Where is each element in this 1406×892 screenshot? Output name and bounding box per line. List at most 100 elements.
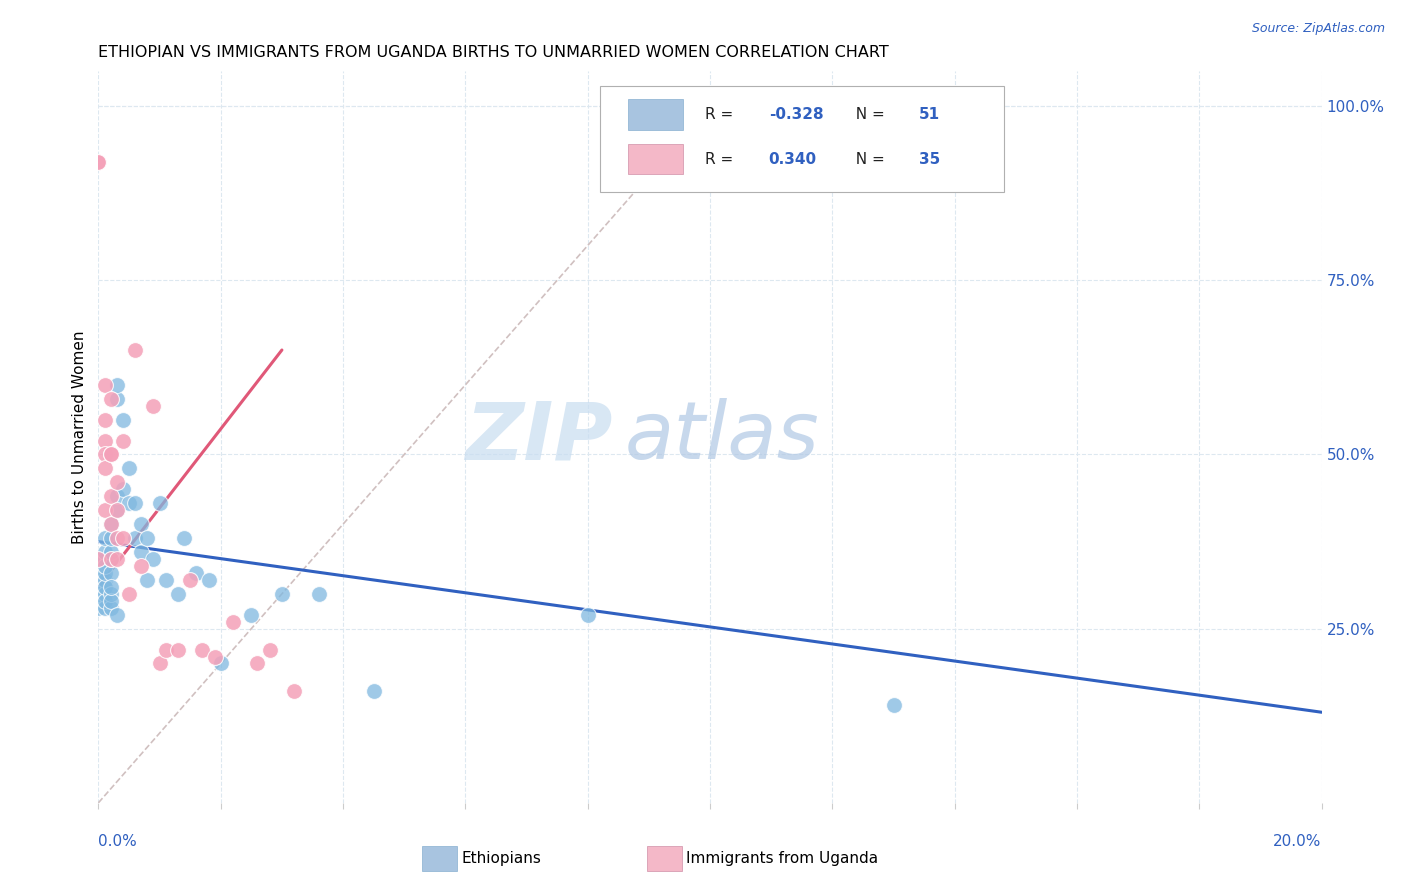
Point — [93, 600, 115, 615]
Point — [179, 573, 201, 587]
Point — [100, 552, 122, 566]
Point — [100, 531, 122, 545]
Text: -0.328: -0.328 — [769, 107, 824, 122]
Point — [100, 552, 122, 566]
Point — [191, 642, 214, 657]
FancyBboxPatch shape — [628, 144, 683, 175]
Point — [105, 552, 128, 566]
Point — [118, 461, 141, 475]
Text: 0.0%: 0.0% — [98, 834, 138, 849]
Point — [87, 600, 110, 615]
Text: Immigrants from Uganda: Immigrants from Uganda — [686, 851, 879, 865]
Point — [87, 155, 110, 169]
Point — [209, 657, 232, 671]
Point — [93, 545, 115, 559]
Point — [105, 489, 128, 503]
Point — [93, 461, 115, 475]
Point — [136, 573, 159, 587]
Point — [155, 642, 177, 657]
Text: ETHIOPIAN VS IMMIGRANTS FROM UGANDA BIRTHS TO UNMARRIED WOMEN CORRELATION CHART: ETHIOPIAN VS IMMIGRANTS FROM UGANDA BIRT… — [98, 45, 889, 61]
Point — [93, 412, 115, 426]
Point — [87, 552, 110, 566]
Point — [576, 607, 599, 622]
Point — [93, 558, 115, 573]
Point — [105, 503, 128, 517]
Point — [149, 657, 172, 671]
Point — [105, 607, 128, 622]
Point — [93, 531, 115, 545]
Point — [100, 587, 122, 601]
Text: R =: R = — [706, 107, 738, 122]
Point — [142, 399, 165, 413]
Point — [124, 531, 146, 545]
Point — [111, 531, 134, 545]
Text: N =: N = — [846, 152, 890, 167]
Point — [167, 642, 190, 657]
Point — [93, 448, 115, 462]
Point — [87, 155, 110, 169]
FancyBboxPatch shape — [600, 86, 1004, 192]
Point — [167, 587, 190, 601]
Point — [118, 496, 141, 510]
Point — [105, 377, 128, 392]
Point — [93, 594, 115, 608]
Text: ZIP: ZIP — [465, 398, 612, 476]
Point — [129, 558, 152, 573]
Point — [100, 517, 122, 532]
Point — [93, 587, 115, 601]
Text: atlas: atlas — [624, 398, 820, 476]
Text: 35: 35 — [920, 152, 941, 167]
Point — [222, 615, 245, 629]
Point — [204, 649, 226, 664]
Point — [883, 698, 905, 713]
Point — [105, 503, 128, 517]
Point — [93, 552, 115, 566]
Point — [93, 580, 115, 594]
Point — [100, 600, 122, 615]
Point — [142, 552, 165, 566]
Point — [270, 587, 292, 601]
Point — [100, 392, 122, 406]
Point — [240, 607, 263, 622]
Point — [363, 684, 385, 698]
Point — [100, 580, 122, 594]
Point — [155, 573, 177, 587]
Text: Ethiopians: Ethiopians — [461, 851, 541, 865]
Point — [136, 531, 159, 545]
Point — [93, 573, 115, 587]
Point — [93, 503, 115, 517]
Point — [111, 412, 134, 426]
Point — [308, 587, 330, 601]
Point — [105, 475, 128, 490]
Point — [129, 545, 152, 559]
Point — [93, 377, 115, 392]
Text: N =: N = — [846, 107, 890, 122]
Point — [283, 684, 305, 698]
Point — [197, 573, 219, 587]
Text: R =: R = — [706, 152, 738, 167]
Point — [100, 545, 122, 559]
Point — [124, 496, 146, 510]
Point — [118, 587, 141, 601]
Point — [259, 642, 281, 657]
Text: 20.0%: 20.0% — [1274, 834, 1322, 849]
Point — [111, 434, 134, 448]
Point — [100, 594, 122, 608]
Text: 51: 51 — [920, 107, 941, 122]
Text: Source: ZipAtlas.com: Source: ZipAtlas.com — [1251, 22, 1385, 36]
Point — [100, 489, 122, 503]
Point — [173, 531, 195, 545]
Text: 0.340: 0.340 — [769, 152, 817, 167]
Point — [105, 392, 128, 406]
Point — [129, 517, 152, 532]
FancyBboxPatch shape — [628, 99, 683, 130]
Point — [93, 566, 115, 580]
Point — [100, 517, 122, 532]
Point — [93, 434, 115, 448]
Point — [87, 573, 110, 587]
Point — [87, 587, 110, 601]
Point — [100, 448, 122, 462]
Point — [149, 496, 172, 510]
Point — [105, 531, 128, 545]
Point — [246, 657, 269, 671]
